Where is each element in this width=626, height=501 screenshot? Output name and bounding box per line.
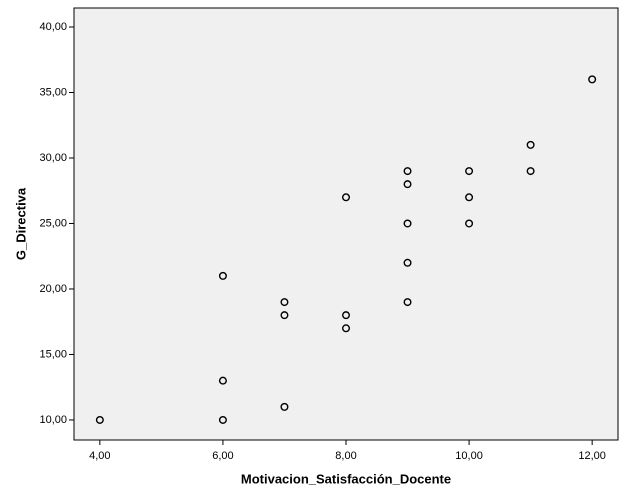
point xyxy=(218,376,227,385)
x-axis-title: Motivacion_Satisfacción_Docente xyxy=(241,471,451,486)
y-axis-title: G_Directiva xyxy=(13,187,28,260)
point xyxy=(403,180,412,189)
plot-area xyxy=(73,7,619,441)
point xyxy=(465,219,474,228)
y-tick-label: 25,00 xyxy=(39,217,67,229)
y-tick-label: 10,00 xyxy=(39,414,67,426)
point xyxy=(526,140,535,149)
x-tick-label: 4,00 xyxy=(89,450,110,462)
point xyxy=(342,193,351,202)
point xyxy=(403,298,412,307)
x-tick-label: 6,00 xyxy=(212,450,233,462)
y-tick-label: 15,00 xyxy=(39,348,67,360)
x-tick-label: 12,00 xyxy=(578,450,606,462)
point xyxy=(342,311,351,320)
point xyxy=(465,167,474,176)
y-tick-label: 35,00 xyxy=(39,86,67,98)
point xyxy=(588,75,597,84)
point xyxy=(218,271,227,280)
x-tick-label: 8,00 xyxy=(335,450,356,462)
point xyxy=(403,258,412,267)
point xyxy=(95,415,104,424)
y-tick-label: 40,00 xyxy=(39,21,67,33)
y-tick-label: 30,00 xyxy=(39,152,67,164)
x-tick-label: 10,00 xyxy=(455,450,483,462)
point xyxy=(403,167,412,176)
point xyxy=(280,402,289,411)
point xyxy=(403,219,412,228)
point xyxy=(465,193,474,202)
point xyxy=(342,324,351,333)
point xyxy=(280,311,289,320)
y-tick-label: 20,00 xyxy=(39,283,67,295)
point xyxy=(218,415,227,424)
point xyxy=(280,298,289,307)
point xyxy=(526,167,535,176)
